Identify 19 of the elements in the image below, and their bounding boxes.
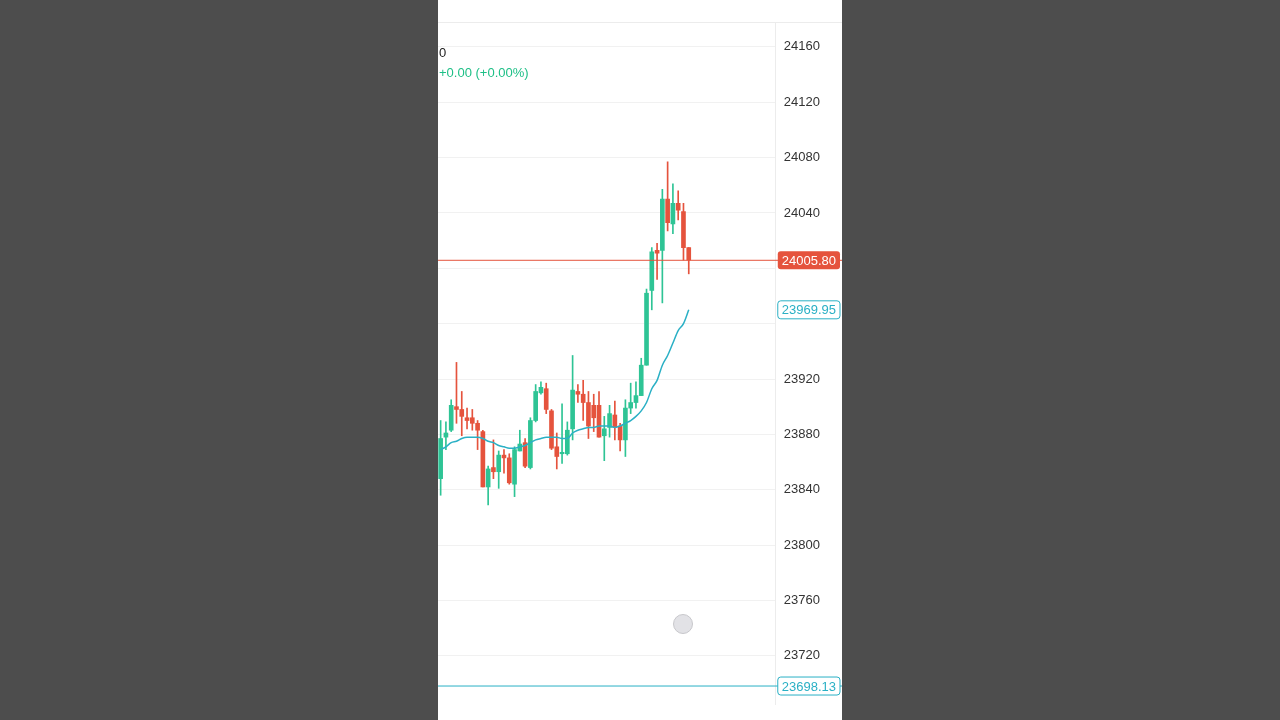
candlestick <box>601 416 607 461</box>
line-series <box>439 309 690 451</box>
annotation: +0.00 (+0.00%) <box>439 65 529 80</box>
y-tick-label: 24120 <box>783 93 821 109</box>
candlestick <box>628 382 634 414</box>
y-tick-label: 23800 <box>783 536 821 552</box>
y-tick-label: 24080 <box>783 149 821 165</box>
ref-line-label: 24005.80 <box>781 252 837 268</box>
y-tick-label: 23840 <box>783 481 821 497</box>
y-tick-label: 23760 <box>783 592 821 607</box>
y-tick-label: 23920 <box>783 370 821 386</box>
ref-line-label: 23698.13 <box>781 678 837 694</box>
text: 23969.95 <box>781 302 837 318</box>
candlestick <box>675 190 681 221</box>
annotation: 0 <box>439 45 447 60</box>
y-tick-label: 23720 <box>783 647 821 663</box>
y-tick-label: 23880 <box>783 425 821 441</box>
y-tick-label: 24160 <box>783 38 821 54</box>
y-tick-label: 24040 <box>783 204 821 220</box>
